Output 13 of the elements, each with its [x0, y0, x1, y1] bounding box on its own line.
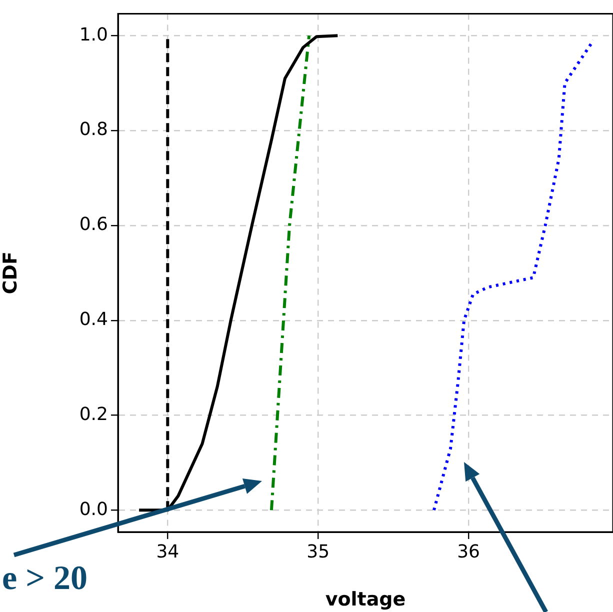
y-tick-label: 1.0	[79, 24, 108, 46]
x-tick-label: 34	[156, 541, 180, 562]
text: e > 20	[2, 560, 88, 598]
y-tick-label: 0.6	[79, 214, 108, 236]
x-tick-label: 36	[457, 541, 480, 562]
y-tick-label: 0.4	[79, 309, 108, 330]
y-tick-label: 0.8	[79, 119, 108, 140]
line-series	[432, 38, 595, 512]
x-tick-label: 35	[306, 541, 330, 562]
y-tick-label: 0.2	[79, 404, 108, 425]
x-axis-title: voltage	[325, 588, 406, 611]
y-axis-title: CDF	[0, 252, 22, 294]
y-tick-label: 0.0	[79, 498, 108, 520]
